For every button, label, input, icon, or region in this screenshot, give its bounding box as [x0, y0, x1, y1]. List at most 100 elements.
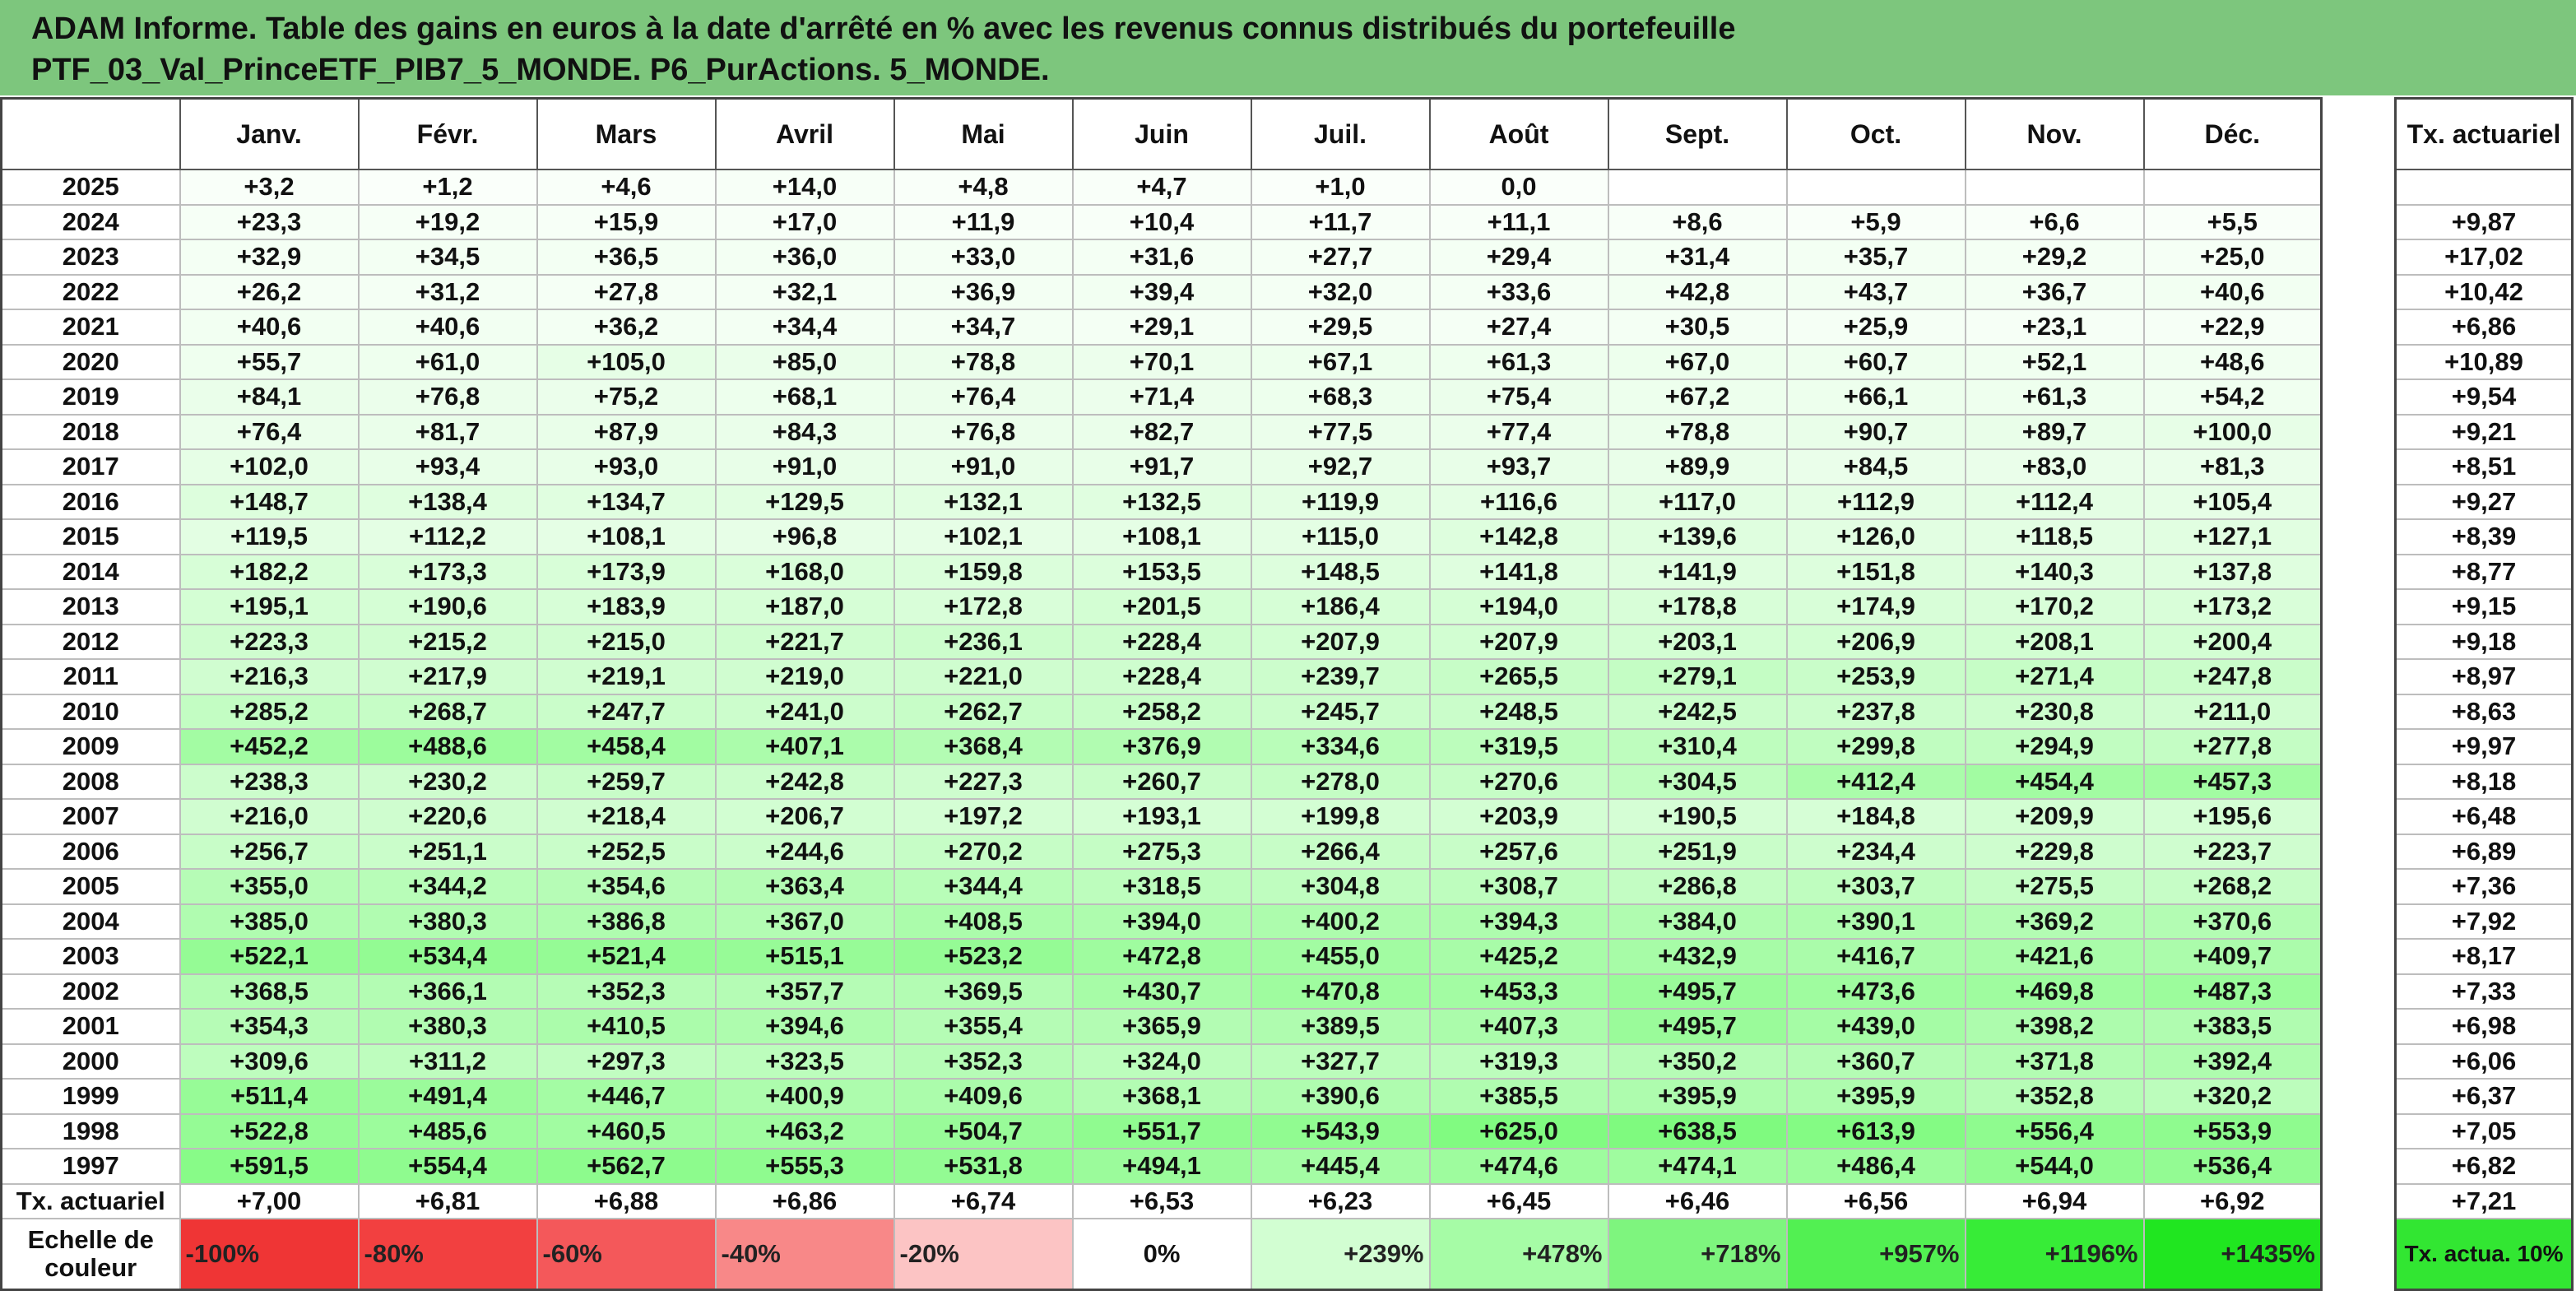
gain-cell: +394,0	[1071, 903, 1252, 940]
gain-cell: +278,0	[1250, 763, 1431, 800]
table-row: 2000 +309,6 +311,2 +297,3 +323,5 +352,3 +324,0…	[0, 1043, 2323, 1080]
gain-cell: +389,5	[1250, 1008, 1431, 1045]
year-cell: 2003	[0, 938, 181, 975]
table-row: 2015 +119,5 +112,2 +108,1 +96,8 +102,1 +108,1 +…	[0, 518, 2323, 555]
gain-cell: +299,8	[1785, 728, 1966, 765]
gain-cell: +68,1	[714, 378, 895, 416]
gain-cell: +238,3	[179, 763, 360, 800]
gain-cell: +319,5	[1428, 728, 1609, 765]
table-row: 2019 +84,1 +76,8 +75,2 +68,1 +76,4 +71,4 +68,3 +…	[0, 378, 2323, 416]
gain-cell: +1,2	[357, 169, 538, 206]
month-header: Oct.	[1785, 97, 1966, 170]
gain-cell: +522,1	[179, 938, 360, 975]
gain-cell: +5,5	[2142, 203, 2323, 240]
gain-cell: +515,1	[714, 938, 895, 975]
year-actuarial-rate: +6,86	[2394, 309, 2574, 346]
year-cell: 2012	[0, 623, 181, 660]
gain-cell: +366,1	[357, 973, 538, 1010]
gain-cell: +23,3	[179, 203, 360, 240]
year-actuarial-rate: +9,18	[2394, 623, 2574, 660]
gain-cell: +217,9	[357, 658, 538, 695]
gain-cell: +153,5	[1071, 553, 1252, 590]
gain-cell: +93,0	[536, 448, 717, 485]
gain-cell: +504,7	[893, 1112, 1074, 1149]
gain-cell: +174,9	[1785, 588, 1966, 625]
gain-cell: +76,4	[179, 413, 360, 450]
gain-cell: +83,0	[1964, 448, 2145, 485]
gain-cell: +31,4	[1607, 239, 1788, 276]
gain-cell: +309,6	[179, 1043, 360, 1080]
actuarial-row-label: Tx. actuariel	[0, 1182, 181, 1219]
gain-cell: +32,1	[714, 273, 895, 310]
gain-cell: +203,1	[1607, 623, 1788, 660]
gain-cell: +30,5	[1607, 309, 1788, 346]
gain-cell: +11,1	[1428, 203, 1609, 240]
table-row: 2009 +452,2 +488,6 +458,4 +407,1 +368,4 +376,9…	[0, 728, 2323, 765]
gain-cell: +376,9	[1071, 728, 1252, 765]
table-row: 2003 +522,1 +534,4 +521,4 +515,1 +523,2 +472,8…	[0, 938, 2323, 975]
table-row: 2005 +355,0 +344,2 +354,6 +363,4 +344,4 +318,5…	[0, 868, 2323, 905]
gain-cell: +10,4	[1071, 203, 1252, 240]
month-header: Juil.	[1250, 97, 1431, 170]
gain-cell: +67,2	[1607, 378, 1788, 416]
gain-cell: +82,7	[1071, 413, 1252, 450]
gain-cell: +76,4	[893, 378, 1074, 416]
gain-cell: +27,8	[536, 273, 717, 310]
year-actuarial-rate: +9,21	[2394, 413, 2574, 450]
gain-cell: +148,5	[1250, 553, 1431, 590]
year-cell: 2002	[0, 973, 181, 1010]
gain-cell: +43,7	[1785, 273, 1966, 310]
gain-cell: +262,7	[893, 693, 1074, 730]
gain-cell: +93,7	[1428, 448, 1609, 485]
gain-cell: +368,5	[179, 973, 360, 1010]
gain-cell: +241,0	[714, 693, 895, 730]
gain-cell: +486,4	[1785, 1148, 1966, 1185]
gain-cell: +297,3	[536, 1043, 717, 1080]
gain-cell: +219,0	[714, 658, 895, 695]
gain-cell: +221,0	[893, 658, 1074, 695]
month-header-row: Janv. Févr. Mars Avril Mai Juin Juil. Août Sept.…	[0, 97, 2323, 170]
gain-cell: +536,4	[2142, 1148, 2323, 1185]
gain-cell: +344,4	[893, 868, 1074, 905]
year-actuarial-rate: +6,37	[2394, 1078, 2574, 1115]
gain-cell: +33,0	[893, 239, 1074, 276]
gain-cell: +137,8	[2142, 553, 2323, 590]
month-header: Déc.	[2142, 97, 2323, 170]
gain-cell: +367,0	[714, 903, 895, 940]
table-row: 2023 +32,9 +34,5 +36,5 +36,0 +33,0 +31,6 +27,7 +…	[0, 239, 2323, 276]
gain-cell: +140,3	[1964, 553, 2145, 590]
month-header: Avril	[714, 97, 895, 170]
gain-cell: +392,4	[2142, 1043, 2323, 1080]
gain-cell: +52,1	[1964, 343, 2145, 380]
gain-cell: +304,5	[1607, 763, 1788, 800]
year-cell: 2022	[0, 273, 181, 310]
gain-cell: +8,6	[1607, 203, 1788, 240]
gain-cell: +75,2	[536, 378, 717, 416]
table-row: 1997 +591,5 +554,4 +562,7 +555,3 +531,8 +494,1…	[0, 1148, 2323, 1185]
gain-cell: +432,9	[1607, 938, 1788, 975]
gain-cell: +3,2	[179, 169, 360, 206]
gain-cell: +115,0	[1250, 518, 1431, 555]
gain-cell: +531,8	[893, 1148, 1074, 1185]
gain-cell: +491,4	[357, 1078, 538, 1115]
gain-cell: +68,3	[1250, 378, 1431, 416]
gain-cell: +108,1	[1071, 518, 1252, 555]
gain-cell: +61,0	[357, 343, 538, 380]
gain-cell: +129,5	[714, 483, 895, 520]
gain-cell: +6,6	[1964, 203, 2145, 240]
gain-cell: +457,3	[2142, 763, 2323, 800]
gain-cell: +638,5	[1607, 1112, 1788, 1149]
gains-table-body: 2025 +3,2 +1,2 +4,6 +14,0 +4,8 +4,7 +1,0 0,0 2024…	[0, 169, 2323, 1290]
table-row: 2017 +102,0 +93,4 +93,0 +91,0 +91,0 +91,7 +92,7…	[0, 448, 2323, 485]
gain-cell: +203,9	[1428, 798, 1609, 835]
color-scale-swatch: 0%	[1071, 1217, 1252, 1290]
gain-cell: +384,0	[1607, 903, 1788, 940]
gain-cell: +369,5	[893, 973, 1074, 1010]
gain-cell: +132,5	[1071, 483, 1252, 520]
gain-cell: +416,7	[1785, 938, 1966, 975]
gain-cell: +229,8	[1964, 833, 2145, 870]
gain-cell: +11,9	[893, 203, 1074, 240]
year-cell: 2021	[0, 309, 181, 346]
gain-cell: +31,6	[1071, 239, 1252, 276]
year-actuarial-rate: +8,77	[2394, 553, 2574, 590]
